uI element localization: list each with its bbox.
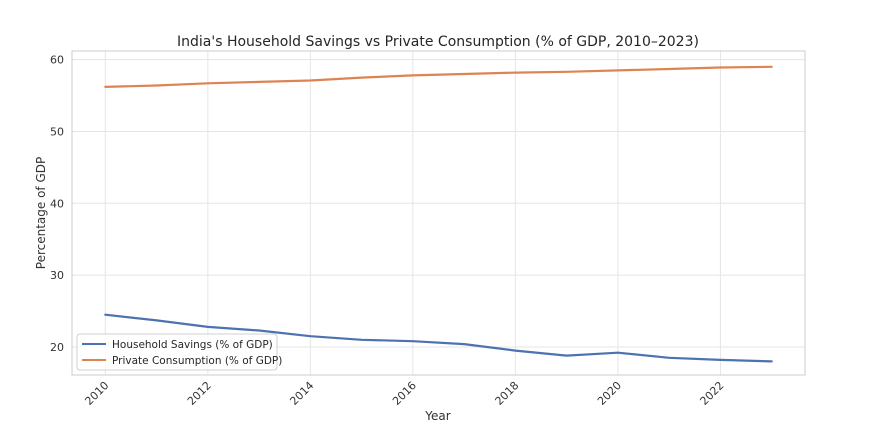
legend-label-private-consumption: Private Consumption (% of GDP)	[112, 355, 282, 367]
y-tick-label: 20	[50, 341, 64, 354]
series-lines	[104, 65, 773, 363]
legend-label-household-savings: Household Savings (% of GDP)	[112, 339, 273, 351]
y-tick-label: 40	[50, 197, 64, 210]
private-consumption-line	[104, 65, 773, 89]
x-axis-label: Year	[424, 409, 450, 423]
y-tick-label: 30	[50, 269, 64, 282]
y-tick-label: 60	[50, 54, 64, 67]
legend-box	[76, 333, 278, 371]
legend: Household Savings (% of GDP) Private Con…	[76, 333, 282, 371]
y-tick-labels: 20 30 40 50 60	[50, 54, 64, 354]
chart-title: India's Household Savings vs Private Con…	[177, 34, 699, 50]
plot-frame	[71, 50, 806, 376]
y-tick-label: 50	[50, 125, 64, 138]
y-axis-label: Percentage of GDP	[34, 157, 48, 269]
household-savings-line	[104, 313, 773, 363]
